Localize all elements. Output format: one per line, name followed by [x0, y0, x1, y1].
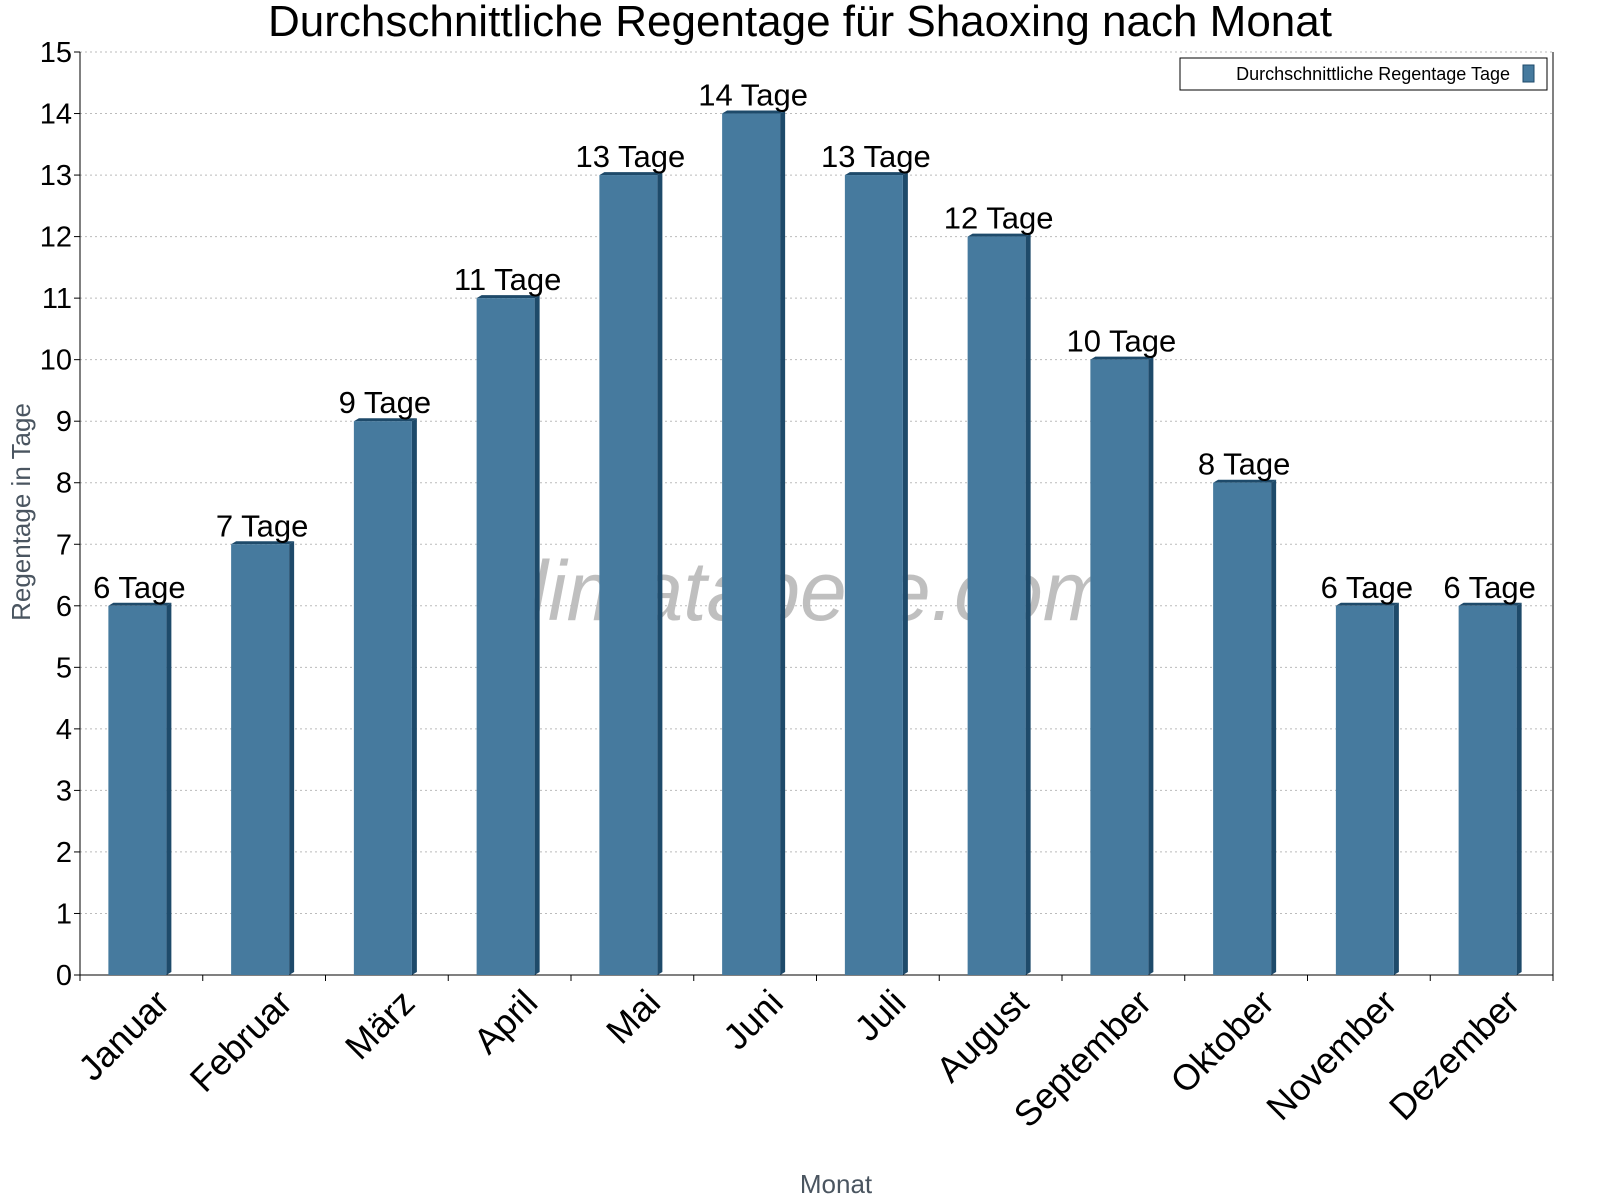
- bar: [108, 605, 167, 975]
- x-tick-label: Oktober: [1162, 982, 1282, 1102]
- bar-side: [534, 295, 540, 976]
- y-tick-label: 5: [56, 652, 72, 684]
- y-tick-label: 11: [42, 283, 72, 315]
- bar-top: [844, 172, 908, 176]
- chart-title: Durchschnittliche Regentage für Shaoxing…: [268, 0, 1332, 46]
- y-axis-label: Regentage in Tage: [6, 403, 36, 621]
- y-tick-label: 0: [56, 960, 72, 992]
- bar-side: [411, 418, 417, 975]
- y-tick-label: 3: [56, 775, 72, 807]
- bar-top: [599, 172, 663, 176]
- bar: [844, 175, 903, 976]
- y-tick-label: 12: [40, 222, 72, 254]
- bar-side: [166, 602, 172, 975]
- bar: [1213, 482, 1272, 975]
- y-tick-label: 13: [40, 160, 72, 192]
- value-label: 14 Tage: [698, 78, 808, 113]
- bar-top: [1213, 479, 1277, 483]
- x-tick-label: März: [337, 982, 423, 1068]
- bar: [1458, 605, 1517, 975]
- value-label: 11 Tage: [454, 262, 561, 297]
- x-tick-label: Juni: [715, 982, 791, 1058]
- y-tick-label: 8: [56, 468, 72, 500]
- bar-top: [476, 295, 540, 299]
- y-tick-label: 10: [40, 345, 72, 377]
- x-tick-label: Juli: [846, 982, 913, 1049]
- bar: [231, 544, 290, 975]
- x-axis-label: Monat: [800, 1169, 873, 1199]
- y-tick-label: 2: [56, 837, 72, 869]
- value-label: 8 Tage: [1198, 447, 1291, 482]
- bar-top: [108, 602, 172, 606]
- bar-side: [289, 541, 295, 975]
- x-tick-label: Mai: [598, 982, 668, 1052]
- legend-label: Durchschnittliche Regentage Tage: [1236, 64, 1510, 84]
- value-label: 9 Tage: [339, 385, 432, 420]
- bar-side: [1148, 356, 1154, 976]
- bar-side: [902, 172, 908, 976]
- x-tick-label: Februar: [182, 982, 300, 1100]
- bar-side: [1271, 479, 1277, 975]
- y-tick-label: 6: [56, 591, 72, 623]
- bar-top: [353, 418, 417, 422]
- bar: [353, 421, 412, 975]
- y-tick-label: 14: [40, 99, 72, 131]
- value-label: 6 Tage: [1443, 570, 1536, 605]
- x-tick-label: November: [1258, 982, 1404, 1128]
- bar-top: [1090, 356, 1154, 360]
- value-label: 13 Tage: [821, 139, 931, 174]
- value-label: 12 Tage: [944, 201, 1054, 236]
- bar-side: [780, 110, 786, 976]
- x-tick-label: August: [928, 982, 1036, 1090]
- x-tick-label: Dezember: [1381, 982, 1527, 1128]
- bar-top: [967, 233, 1031, 237]
- y-tick-label: 9: [56, 406, 72, 438]
- bar: [1335, 605, 1394, 975]
- y-tick-label: 7: [56, 529, 72, 561]
- bar-side: [1516, 602, 1522, 975]
- y-tick-label: 15: [40, 37, 72, 69]
- legend-box: [1179, 57, 1548, 91]
- value-label: 7 Tage: [216, 508, 309, 543]
- bar-side: [657, 172, 663, 976]
- bar: [599, 175, 658, 976]
- bar-side: [1393, 602, 1399, 975]
- value-label: 6 Tage: [1321, 570, 1414, 605]
- bar-top: [231, 541, 295, 545]
- bar-side: [1025, 233, 1031, 976]
- x-tick-label: Januar: [70, 982, 177, 1089]
- x-tick-label: April: [465, 982, 545, 1062]
- bar-top: [1458, 602, 1522, 606]
- value-label: 6 Tage: [93, 570, 186, 605]
- bar: [476, 298, 535, 976]
- value-label: 10 Tage: [1066, 324, 1176, 359]
- legend-swatch: [1522, 64, 1535, 83]
- value-label: 13 Tage: [575, 139, 685, 174]
- y-tick-label: 4: [56, 714, 72, 746]
- bar-top: [722, 110, 786, 114]
- bar: [722, 113, 781, 976]
- bar-top: [1335, 602, 1399, 606]
- bar: [967, 236, 1026, 976]
- bar: [1090, 359, 1149, 976]
- y-tick-label: 1: [56, 898, 72, 930]
